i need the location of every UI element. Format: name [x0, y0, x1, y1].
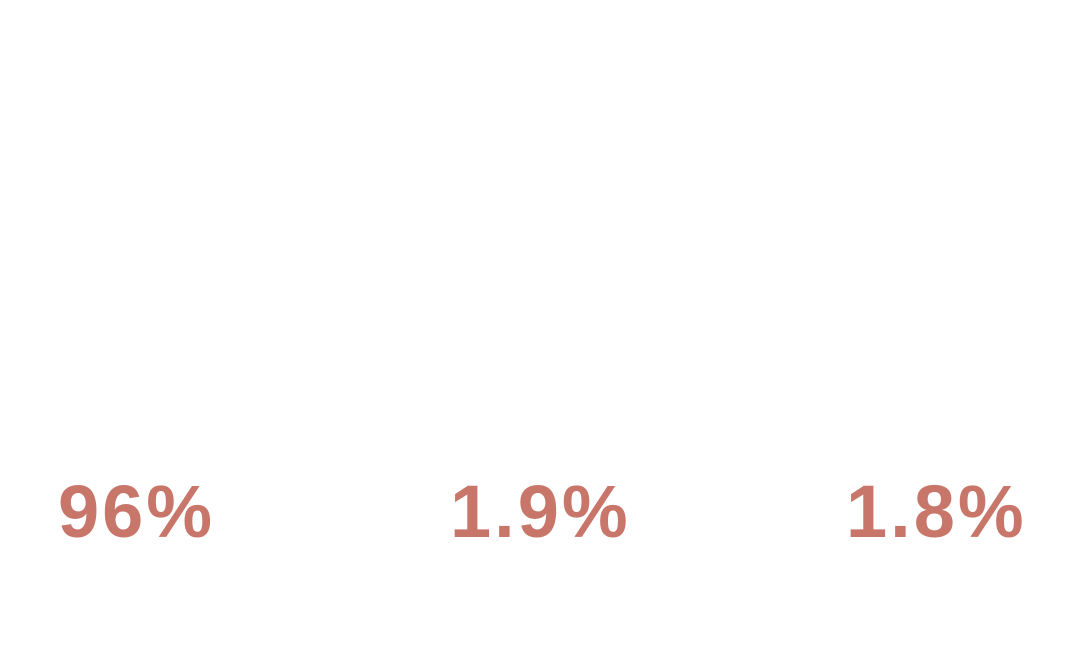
- stat-value-1: 96%: [58, 470, 216, 553]
- stat-value-2: 1.9%: [450, 470, 631, 553]
- stat-value-3: 1.8%: [846, 470, 1027, 553]
